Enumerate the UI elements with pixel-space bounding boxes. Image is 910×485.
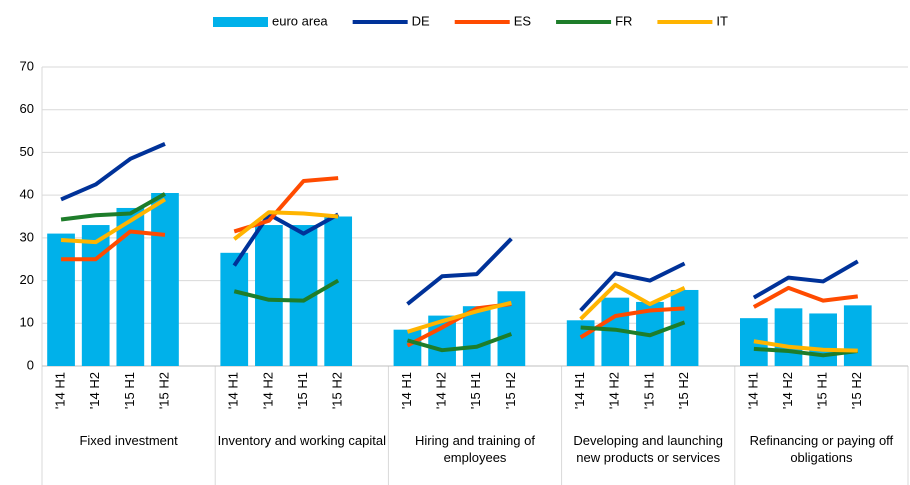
y-tick-label: 60: [20, 101, 34, 116]
x-tick-label: '14 H2: [260, 372, 275, 409]
x-tick-label: '14 H1: [572, 372, 587, 409]
x-tick-label: '14 H2: [780, 372, 795, 409]
line: [233, 210, 339, 241]
group-label: Fixed investment: [79, 433, 178, 448]
line: [753, 339, 858, 353]
group-label: Inventory and working capital: [217, 433, 386, 448]
x-tick-label: '15 H1: [815, 372, 830, 409]
x-tick-label: '14 H2: [87, 372, 102, 409]
x-tick-label: '15 H2: [503, 372, 518, 409]
legend-label: DE: [412, 13, 430, 28]
x-tick-label: '15 H2: [330, 372, 345, 409]
y-tick-label: 10: [20, 315, 34, 330]
line: [406, 300, 512, 334]
bar: [324, 216, 353, 366]
bar: [220, 252, 249, 366]
x-tick-label: '14 H1: [745, 372, 760, 409]
line: [61, 229, 166, 262]
legend-label: ES: [514, 13, 532, 28]
bar: [151, 193, 179, 366]
line: [579, 261, 686, 312]
group-label: Hiring and training of employees: [415, 433, 535, 465]
legend-swatch: [213, 17, 268, 27]
y-tick-label: 30: [20, 229, 34, 244]
x-tick-label: '15 H2: [156, 372, 171, 409]
y-tick-label: 0: [27, 357, 34, 372]
bar: [774, 308, 803, 366]
line: [579, 282, 686, 321]
y-tick-label: 70: [20, 58, 34, 73]
x-tick-label: '15 H1: [641, 372, 656, 409]
line: [60, 142, 166, 202]
line: [752, 259, 859, 300]
x-tick-label: '15 H1: [122, 372, 137, 409]
bar: [462, 306, 491, 366]
legend-label: IT: [716, 13, 728, 28]
x-tick-label: '15 H1: [468, 372, 483, 409]
bar: [843, 305, 872, 366]
bar: [47, 233, 75, 366]
y-tick-label: 50: [20, 144, 34, 159]
legend-label: euro area: [272, 13, 328, 28]
x-tick-label: '15 H2: [676, 372, 691, 409]
bar: [81, 225, 110, 366]
line: [753, 346, 859, 358]
bar: [809, 313, 837, 366]
legend-label: FR: [615, 13, 632, 28]
line: [60, 197, 167, 245]
group-label: Refinancing or paying off obligations: [749, 433, 894, 465]
x-tick-label: '15 H2: [849, 372, 864, 409]
line: [406, 332, 513, 353]
line: [232, 212, 340, 267]
line: [60, 192, 166, 222]
x-tick-label: '14 H2: [434, 372, 449, 409]
bar: [497, 291, 526, 366]
x-tick-label: '14 H1: [226, 372, 241, 409]
x-tick-label: '15 H1: [295, 372, 310, 409]
group-label: Developing and launching new products or…: [573, 433, 723, 465]
bar: [670, 289, 699, 366]
line: [752, 285, 859, 309]
bar: [393, 329, 422, 366]
x-tick-label: '14 H2: [607, 372, 622, 409]
x-tick-label: '14 H1: [52, 372, 67, 409]
y-tick-label: 20: [20, 272, 34, 287]
line: [580, 320, 686, 338]
line: [406, 237, 513, 306]
y-tick-label: 40: [20, 187, 34, 202]
line: [233, 278, 340, 303]
x-tick-label: '14 H1: [399, 372, 414, 409]
